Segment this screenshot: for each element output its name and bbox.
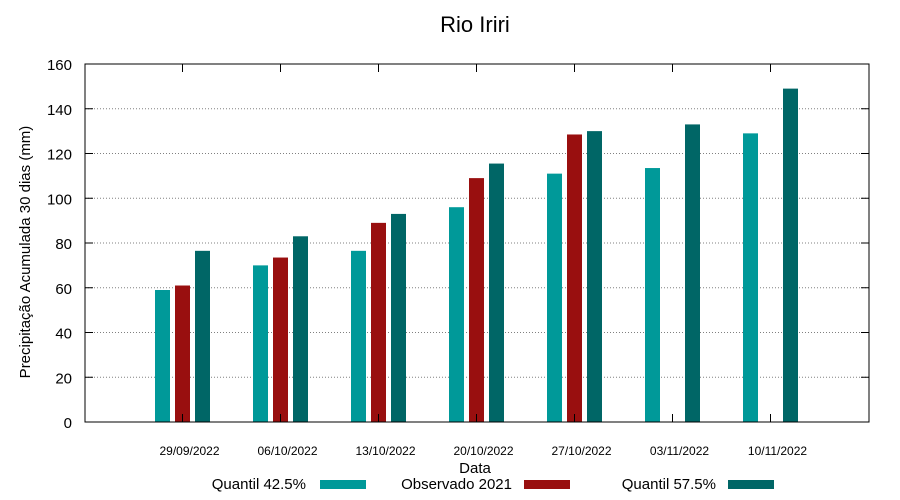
bar-quantil-57-5 bbox=[391, 213, 406, 422]
bars bbox=[155, 88, 798, 423]
chart-title: Rio Iriri bbox=[440, 12, 510, 37]
x-tick-label: 06/10/2022 bbox=[257, 444, 317, 458]
y-axis-label: Precipitação Acumulada 30 dias (mm) bbox=[17, 126, 34, 379]
y-tick-label: 40 bbox=[55, 326, 72, 343]
x-tick-label: 10/11/2022 bbox=[748, 444, 807, 458]
legend-label: Observado 2021 bbox=[401, 476, 512, 493]
bar-quantil-57-5 bbox=[587, 131, 602, 422]
bar-quantil-42-5 bbox=[155, 289, 170, 422]
legend-swatch bbox=[524, 480, 570, 489]
x-tick-label: 03/11/2022 bbox=[650, 444, 709, 458]
y-tick-label: 100 bbox=[47, 191, 72, 208]
y-tick-label: 160 bbox=[47, 57, 72, 74]
bar-quantil-42-5 bbox=[547, 173, 562, 422]
legend-label: Quantil 57.5% bbox=[622, 476, 716, 493]
x-tick-label: 29/09/2022 bbox=[159, 444, 219, 458]
y-tick-label: 20 bbox=[55, 370, 72, 387]
bar-observado bbox=[175, 285, 190, 422]
bar-observado bbox=[273, 257, 288, 422]
legend: Quantil 42.5% Observado 2021 Quantil 57.5% bbox=[212, 476, 774, 493]
bar-quantil-57-5 bbox=[685, 124, 700, 422]
bar-quantil-57-5 bbox=[489, 163, 504, 422]
y-tick-label: 140 bbox=[47, 102, 72, 119]
x-tick-label: 27/10/2022 bbox=[551, 444, 611, 458]
y-tick-label: 60 bbox=[55, 281, 72, 298]
y-tick-label: 80 bbox=[55, 236, 72, 253]
bar-quantil-57-5 bbox=[195, 250, 210, 422]
y-tick-label: 0 bbox=[64, 415, 72, 432]
bar-quantil-57-5 bbox=[293, 236, 308, 422]
bar-quantil-42-5 bbox=[253, 265, 268, 422]
bar-observado bbox=[567, 134, 582, 422]
legend-swatch bbox=[728, 480, 774, 489]
y-tick-label: 120 bbox=[47, 147, 72, 164]
legend-label: Quantil 42.5% bbox=[212, 476, 306, 493]
bar-quantil-42-5 bbox=[449, 207, 464, 422]
y-axis: 0 20 40 60 80 100 120 140 160 bbox=[47, 57, 869, 432]
bar-quantil-42-5 bbox=[743, 133, 758, 423]
bar-quantil-42-5 bbox=[351, 250, 366, 422]
bar-observado bbox=[469, 178, 484, 422]
bar-quantil-42-5 bbox=[645, 168, 660, 422]
x-axis-label: Data bbox=[459, 460, 491, 477]
x-axis: 29/09/2022 06/10/2022 13/10/2022 20/10/2022… bbox=[159, 64, 807, 458]
x-tick-label: 20/10/2022 bbox=[453, 444, 513, 458]
x-tick-label: 13/10/2022 bbox=[355, 444, 415, 458]
bar-observado bbox=[371, 222, 386, 422]
legend-swatch bbox=[320, 480, 366, 489]
bar-quantil-57-5 bbox=[783, 88, 798, 423]
